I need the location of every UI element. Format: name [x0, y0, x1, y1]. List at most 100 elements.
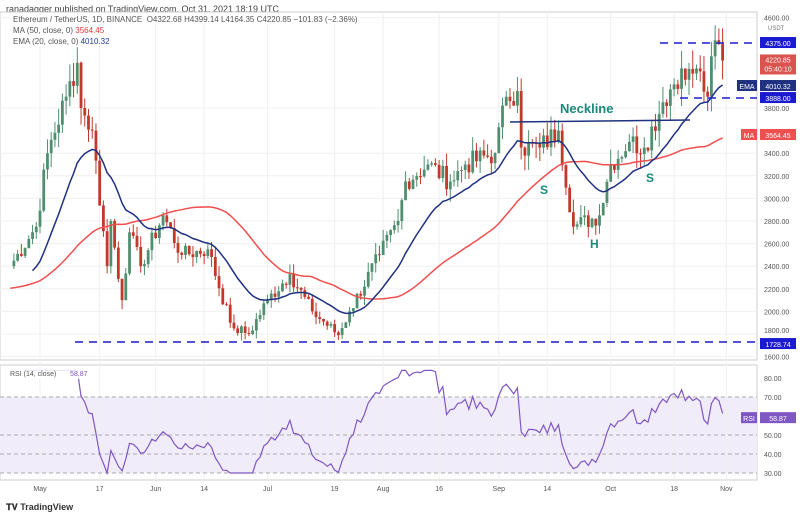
candle-up	[710, 56, 713, 97]
candle-down	[172, 228, 176, 244]
candle-down	[90, 129, 94, 131]
candle-up	[590, 218, 594, 227]
candle-up	[53, 132, 57, 140]
candle-up	[269, 293, 273, 301]
price-tick: 1800.00	[764, 328, 789, 335]
price-tick: 3000.00	[764, 196, 789, 203]
candle-down	[437, 164, 441, 179]
candle-down	[702, 71, 706, 92]
candle-up	[430, 163, 434, 165]
candle-down	[538, 143, 542, 148]
candle-up	[340, 327, 344, 336]
price-chart[interactable]: 4600.00 3800.00 3400.00 3200.00 3000.00 2800.…	[0, 0, 800, 500]
date-tick: Nov	[720, 486, 733, 493]
candle-down	[691, 68, 695, 74]
candle-up	[516, 91, 519, 106]
last-price-label: 4220.85	[765, 57, 790, 64]
ma-price-label-bg	[760, 129, 796, 140]
candle-up	[277, 291, 281, 297]
candle-down	[191, 254, 195, 258]
candle-up	[598, 215, 601, 226]
candle-down	[489, 156, 493, 164]
head-label: H	[590, 237, 599, 251]
rsi-legend-value: 58.87	[70, 371, 88, 378]
date-tick: Aug	[377, 486, 390, 493]
candle-up	[631, 136, 635, 142]
publisher-line: ranadagger published on TradingView.com,…	[6, 4, 280, 14]
candle-down	[236, 328, 240, 334]
price-tick: 3200.00	[764, 174, 789, 181]
ma-legend[interactable]: MA (50, close, 0) 3564.45	[11, 26, 107, 35]
price-tick: 2200.00	[764, 287, 789, 294]
candle-down	[486, 155, 489, 157]
candle-down	[568, 187, 572, 213]
candle-down	[475, 150, 478, 162]
candle-up	[329, 324, 333, 326]
candle-up	[478, 150, 482, 162]
rsi-tick: 80.00	[764, 376, 782, 383]
rsi-value-label-bg	[760, 412, 796, 424]
tradingview-logo[interactable]: 𝐓𝐕 TradingView	[6, 502, 74, 512]
support-mid-label: 3888.00	[765, 96, 790, 103]
date-tick: Jul	[263, 486, 272, 493]
price-tick: 2400.00	[764, 264, 789, 271]
candle-down	[72, 81, 75, 86]
rsi-legend-bg	[8, 369, 98, 379]
candle-down	[508, 96, 512, 102]
candle-up	[150, 232, 154, 251]
candle-up	[713, 40, 717, 57]
candle-down	[202, 253, 206, 257]
ma-tag: MA	[744, 133, 755, 140]
candle-up	[456, 171, 460, 181]
ohlc-close: C4220.85	[256, 15, 292, 24]
candle-down	[139, 246, 143, 267]
candle-up	[206, 249, 210, 257]
candle-down	[310, 298, 314, 312]
candle-down	[120, 278, 124, 301]
candle-down	[299, 287, 303, 291]
ma-tag-bg	[741, 129, 757, 140]
price-tick: 4600.00	[764, 16, 789, 23]
candle-down	[512, 101, 516, 106]
price-pane	[0, 11, 758, 361]
price-tick: 2600.00	[764, 242, 789, 249]
candle-up	[557, 130, 560, 143]
candle-down	[247, 332, 251, 334]
candle-up	[109, 221, 113, 267]
candle-up	[426, 164, 430, 170]
candle-down	[98, 160, 102, 206]
last-price-bg	[760, 54, 796, 75]
date-tick: Oct	[605, 486, 616, 493]
candle-up	[493, 153, 497, 164]
candle-down	[232, 322, 236, 329]
candle-up	[348, 311, 351, 323]
candle-down	[87, 115, 90, 130]
candle-down	[169, 222, 172, 229]
candle-up	[504, 96, 508, 106]
candle-down	[639, 153, 642, 155]
candle-up	[415, 176, 419, 180]
candle-down	[19, 253, 23, 256]
candle-up	[344, 322, 348, 328]
right-shoulder-label: S	[646, 171, 654, 185]
candle-up	[143, 264, 146, 267]
candle-down	[560, 130, 564, 166]
candle-down	[131, 232, 135, 236]
ohlc-high: H4399.14	[184, 15, 219, 24]
candle-up	[146, 250, 150, 265]
candle-up	[389, 230, 393, 235]
candle-up	[124, 273, 128, 301]
ema-label: EMA (20, close, 0)	[13, 37, 79, 46]
candle-down	[165, 215, 169, 223]
candle-up	[404, 181, 407, 201]
candle-up	[657, 113, 661, 131]
candle-down	[273, 293, 277, 297]
candle-up	[262, 303, 266, 315]
candle-up	[422, 169, 426, 177]
candle-up	[157, 225, 161, 238]
candle-up	[38, 210, 42, 227]
candle-up	[64, 96, 68, 101]
ema-legend[interactable]: EMA (20, close, 0) 4010.32	[11, 37, 112, 46]
date-tick: Sep	[493, 486, 506, 493]
date-tick: 17	[96, 486, 104, 493]
